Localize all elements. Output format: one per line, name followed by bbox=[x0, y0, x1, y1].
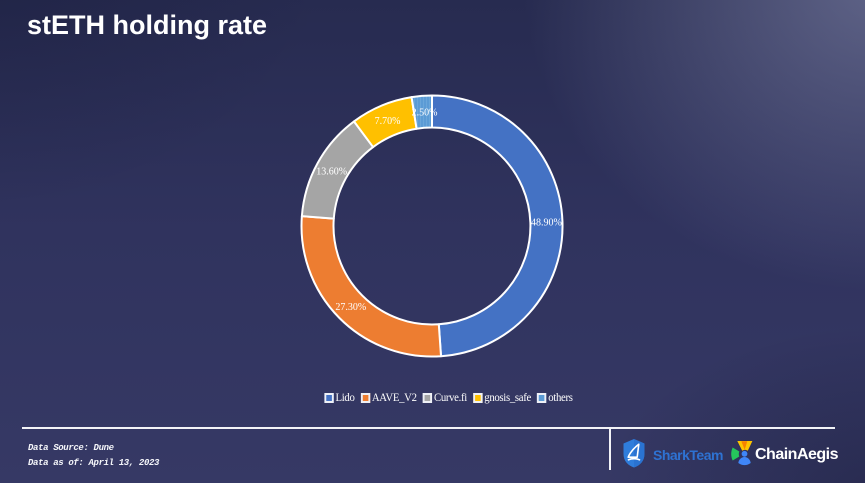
svg-text:48.90%: 48.90% bbox=[531, 218, 562, 229]
svg-text:27.30%: 27.30% bbox=[335, 302, 366, 313]
svg-text:2.50%: 2.50% bbox=[412, 107, 438, 118]
svg-text:7.70%: 7.70% bbox=[375, 116, 401, 127]
svg-text:13.60%: 13.60% bbox=[316, 166, 347, 177]
